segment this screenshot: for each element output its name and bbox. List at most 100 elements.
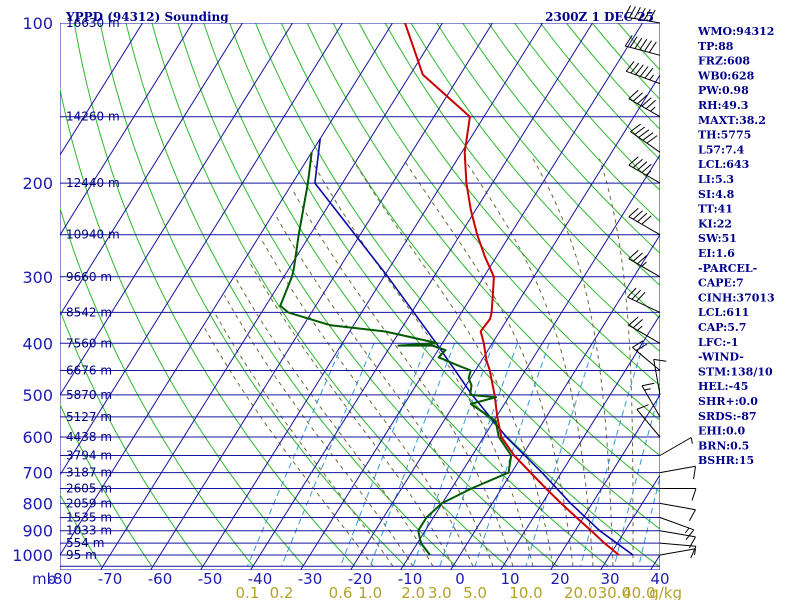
temperature-tick-label: -20 xyxy=(348,570,373,588)
height-label: 8542 m xyxy=(66,305,112,319)
pressure-tick-label: 700 xyxy=(22,464,53,483)
height-label: 6676 m xyxy=(66,364,112,378)
wind-barb xyxy=(659,437,693,456)
moist-adiabat-line xyxy=(352,158,554,567)
mixing-ratio-line xyxy=(580,343,644,567)
wind-barb xyxy=(641,382,661,418)
temperature-tick-label: -10 xyxy=(398,570,423,588)
height-label: 16630 m xyxy=(66,16,120,30)
mixing-ratio-unit-label: g/kg xyxy=(649,584,682,600)
mixing-ratio-tick-label: 1.0 xyxy=(358,584,382,600)
isotherm-line xyxy=(100,23,443,570)
height-label: 3187 m xyxy=(66,466,112,480)
temperature-tick-label: -80 xyxy=(48,570,73,588)
mixing-ratio-tick-label: 30.0 xyxy=(598,584,631,600)
height-label: 5127 m xyxy=(66,410,112,424)
mixing-ratio-line xyxy=(369,343,456,567)
temperature-tick-label: 0 xyxy=(455,570,465,588)
grid-layer xyxy=(60,23,660,570)
index-item: MAXT:38.2 xyxy=(698,114,766,127)
index-item: EHI:0.0 xyxy=(698,425,745,438)
index-item: BRN:0.5 xyxy=(698,439,749,452)
index-item: LI:5.3 xyxy=(698,173,734,186)
temperature-tick-label: 30 xyxy=(600,570,619,588)
index-item: LCL:611 xyxy=(698,306,749,319)
mixing-ratio-tick-label: 0.6 xyxy=(329,584,353,600)
index-item: -PARCEL- xyxy=(698,262,757,275)
temperature-tick-label: -40 xyxy=(248,570,273,588)
wind-barb xyxy=(659,548,696,556)
isotherm-line xyxy=(150,23,493,570)
wind-barbs xyxy=(624,5,697,559)
wind-barb xyxy=(628,207,661,236)
pressure-tick-label: 200 xyxy=(22,174,53,193)
height-label: 95 m xyxy=(66,548,97,562)
moist-adiabat-line xyxy=(532,158,614,567)
dry-adiabat-line xyxy=(60,493,102,567)
temperature-tick-label: -50 xyxy=(198,570,223,588)
moist-adiabat-line xyxy=(260,239,474,567)
isotherm-line xyxy=(200,23,543,570)
mixing-ratio-tick-label: 20.0 xyxy=(564,584,597,600)
index-item: EI:1.6 xyxy=(698,247,735,260)
index-item: LCL:643 xyxy=(698,158,749,171)
mixing-ratio-tick-label: 0.2 xyxy=(270,584,294,600)
mixing-ratio-tick-label: 5.0 xyxy=(463,584,487,600)
temperature-tick-label: -30 xyxy=(298,570,323,588)
mixing-ratio-tick-label: 40.0 xyxy=(622,584,655,600)
temperature-tick-label: 10 xyxy=(500,570,519,588)
mixing-ratio-tick-label: 2.0 xyxy=(401,584,425,600)
dry-adiabat-line xyxy=(60,308,204,567)
isotherm-line xyxy=(60,23,293,396)
wind-barb xyxy=(653,358,667,395)
isotherm-line xyxy=(550,394,660,570)
isotherm-line xyxy=(60,23,243,316)
index-item: WB0:628 xyxy=(697,69,755,82)
wind-barb xyxy=(636,404,661,438)
pressure-tick-label: 300 xyxy=(22,268,53,287)
index-item: CAPE:7 xyxy=(698,277,744,290)
height-label: 10940 m xyxy=(66,228,120,242)
index-item: SHR+:0.0 xyxy=(698,395,758,408)
isotherm-line xyxy=(60,23,393,556)
moist-adiabat-line xyxy=(248,260,454,567)
index-item: TP:88 xyxy=(698,40,734,53)
wind-barb xyxy=(628,250,661,278)
index-item: -WIND- xyxy=(698,351,744,364)
index-item: LFC:-1 xyxy=(698,336,739,349)
chart-title: YPPD (94312) Sounding xyxy=(65,10,229,24)
moist-adiabat-line xyxy=(213,312,394,567)
index-item: TT:41 xyxy=(698,203,733,216)
wind-barb xyxy=(628,316,661,344)
wind-barb xyxy=(659,517,695,541)
height-label: 1033 m xyxy=(66,524,112,538)
wind-barb xyxy=(659,542,697,559)
isotherm-line xyxy=(600,474,660,570)
pressure-tick-label: 400 xyxy=(22,334,53,353)
pressure-unit-label: mb xyxy=(32,570,56,588)
temperature-tick-label: -60 xyxy=(148,570,173,588)
index-item: CAP:5.7 xyxy=(698,321,746,334)
index-item: PW:0.98 xyxy=(698,84,749,97)
height-label: 554 m xyxy=(66,536,104,550)
mixing-ratio-line xyxy=(340,343,429,567)
wind-barb xyxy=(624,5,661,24)
mixing-ratio-line xyxy=(439,343,518,567)
mixing-ratio-tick-label: 3.0 xyxy=(428,584,452,600)
moist-adiabat-line xyxy=(204,328,374,567)
temperature-tick-label: 20 xyxy=(550,570,569,588)
mixing-ratio-line xyxy=(613,388,660,567)
pressure-tick-label: 100 xyxy=(22,14,53,33)
temperature-tick-label: 40 xyxy=(650,570,669,588)
wind-barb xyxy=(659,502,696,522)
height-label: 2059 m xyxy=(66,496,112,510)
dewpoint-trace xyxy=(279,152,513,556)
height-label: 5870 m xyxy=(66,388,112,402)
height-label: 4438 m xyxy=(66,430,112,444)
isotherm-line xyxy=(450,234,660,570)
pressure-tick-label: 500 xyxy=(22,386,53,405)
mixing-ratio-line xyxy=(474,343,550,567)
